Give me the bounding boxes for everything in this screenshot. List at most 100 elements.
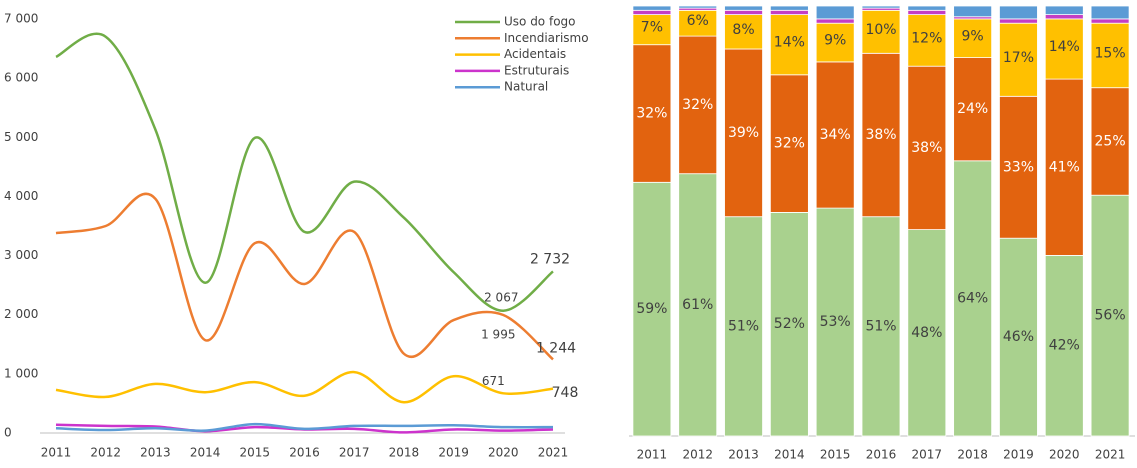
bar-segment xyxy=(907,229,947,437)
bar-segment xyxy=(678,5,718,9)
data-label: 2 732 xyxy=(530,251,570,267)
bar-segment xyxy=(999,5,1038,20)
bar-segment xyxy=(769,9,809,16)
x-tick-label: 2016 xyxy=(866,448,897,462)
data-label: 32% xyxy=(682,97,713,113)
data-label: 34% xyxy=(820,127,851,143)
legend-label: Natural xyxy=(504,80,548,94)
data-label: 32% xyxy=(774,136,805,152)
series-line xyxy=(55,370,554,404)
bar-segment xyxy=(724,5,763,11)
data-label: 25% xyxy=(1095,133,1126,149)
x-tick-label: 2015 xyxy=(240,446,271,460)
data-label: 56% xyxy=(1095,308,1126,324)
bar-segment xyxy=(632,9,672,16)
bar-segment xyxy=(953,5,993,18)
x-tick-label: 2021 xyxy=(538,446,569,460)
x-tick-label: 2015 xyxy=(820,448,851,462)
bar-segment xyxy=(999,18,1038,24)
bar-segment xyxy=(632,44,672,183)
x-tick-label: 2013 xyxy=(140,446,171,460)
bar-segment xyxy=(953,57,993,162)
legend-label: Incendiarismo xyxy=(504,31,589,45)
data-label: 14% xyxy=(1049,39,1080,55)
series-line xyxy=(55,422,554,432)
bar-segment xyxy=(907,9,947,16)
y-tick-label: 3 000 xyxy=(4,248,38,262)
y-tick-label: 4 000 xyxy=(4,189,38,203)
x-tick-label: 2018 xyxy=(389,446,420,460)
data-label: 64% xyxy=(957,290,988,306)
data-label: 671 xyxy=(482,374,505,388)
data-label: 14% xyxy=(774,35,805,51)
data-label: 1 995 xyxy=(481,328,515,342)
x-tick-label: 2019 xyxy=(438,446,469,460)
data-label: 38% xyxy=(865,127,896,143)
x-tick-label: 2020 xyxy=(488,446,519,460)
data-label: 32% xyxy=(636,106,667,122)
bar-segment xyxy=(1044,254,1084,437)
x-tick-label: 2011 xyxy=(41,446,72,460)
x-tick-label: 2014 xyxy=(774,448,805,462)
bar-segment xyxy=(999,95,1038,239)
bar-segment xyxy=(907,65,947,230)
data-label: 33% xyxy=(1003,159,1034,175)
bar-segment xyxy=(1090,87,1130,196)
bar-segment xyxy=(724,9,763,16)
x-tick-label: 2017 xyxy=(339,446,370,460)
y-tick-label: 0 xyxy=(4,426,12,440)
data-label: 12% xyxy=(911,30,942,46)
bar-segment xyxy=(953,18,993,59)
data-label: 6% xyxy=(687,13,709,29)
data-label: 9% xyxy=(824,33,846,49)
x-tick-label: 2011 xyxy=(637,448,668,462)
bar-segment xyxy=(861,9,901,54)
data-label: 51% xyxy=(865,318,896,334)
bar-segment xyxy=(1044,78,1084,256)
y-tick-label: 2 000 xyxy=(4,307,38,321)
bar-segment xyxy=(999,22,1038,97)
bar-segment xyxy=(815,5,855,20)
series-line xyxy=(55,192,554,361)
legend-label: Acidentais xyxy=(504,47,566,61)
bar-segment xyxy=(999,237,1038,437)
bar-segment xyxy=(1044,14,1084,20)
data-label: 24% xyxy=(957,101,988,117)
data-label: 2 067 xyxy=(484,290,518,304)
data-label: 48% xyxy=(911,325,942,341)
bar-segment xyxy=(1090,18,1130,24)
x-tick-label: 2016 xyxy=(289,446,320,460)
data-label: 1 244 xyxy=(536,340,576,356)
y-tick-label: 1 000 xyxy=(4,366,38,380)
bar-segment xyxy=(861,52,901,218)
series-line xyxy=(55,32,554,313)
y-tick-label: 6 000 xyxy=(4,71,38,85)
bar-segment xyxy=(1044,5,1084,16)
bar-segment xyxy=(815,18,855,24)
data-label: 7% xyxy=(641,20,663,36)
bar-segment xyxy=(678,9,718,37)
bar-segment xyxy=(953,160,993,437)
data-label: 51% xyxy=(728,318,759,334)
x-tick-label: 2014 xyxy=(190,446,221,460)
x-tick-label: 2012 xyxy=(682,448,713,462)
bar-segment xyxy=(815,22,855,63)
bar-segment xyxy=(861,5,901,9)
data-label: 59% xyxy=(636,301,667,317)
data-label: 39% xyxy=(728,125,759,141)
bar-segment xyxy=(1090,5,1130,20)
data-label: 61% xyxy=(682,297,713,313)
bar-segment xyxy=(769,14,809,76)
data-label: 41% xyxy=(1049,159,1080,175)
bar-segment xyxy=(815,207,855,437)
data-label: 46% xyxy=(1003,329,1034,345)
y-tick-label: 7 000 xyxy=(4,12,38,26)
x-tick-label: 2017 xyxy=(912,448,943,462)
bar-segment xyxy=(632,181,672,437)
legend-label: Uso do fogo xyxy=(504,15,576,29)
x-tick-label: 2019 xyxy=(1003,448,1034,462)
legend-label: Estruturais xyxy=(504,63,569,77)
y-tick-label: 5 000 xyxy=(4,130,38,144)
bar-segment xyxy=(678,35,718,175)
